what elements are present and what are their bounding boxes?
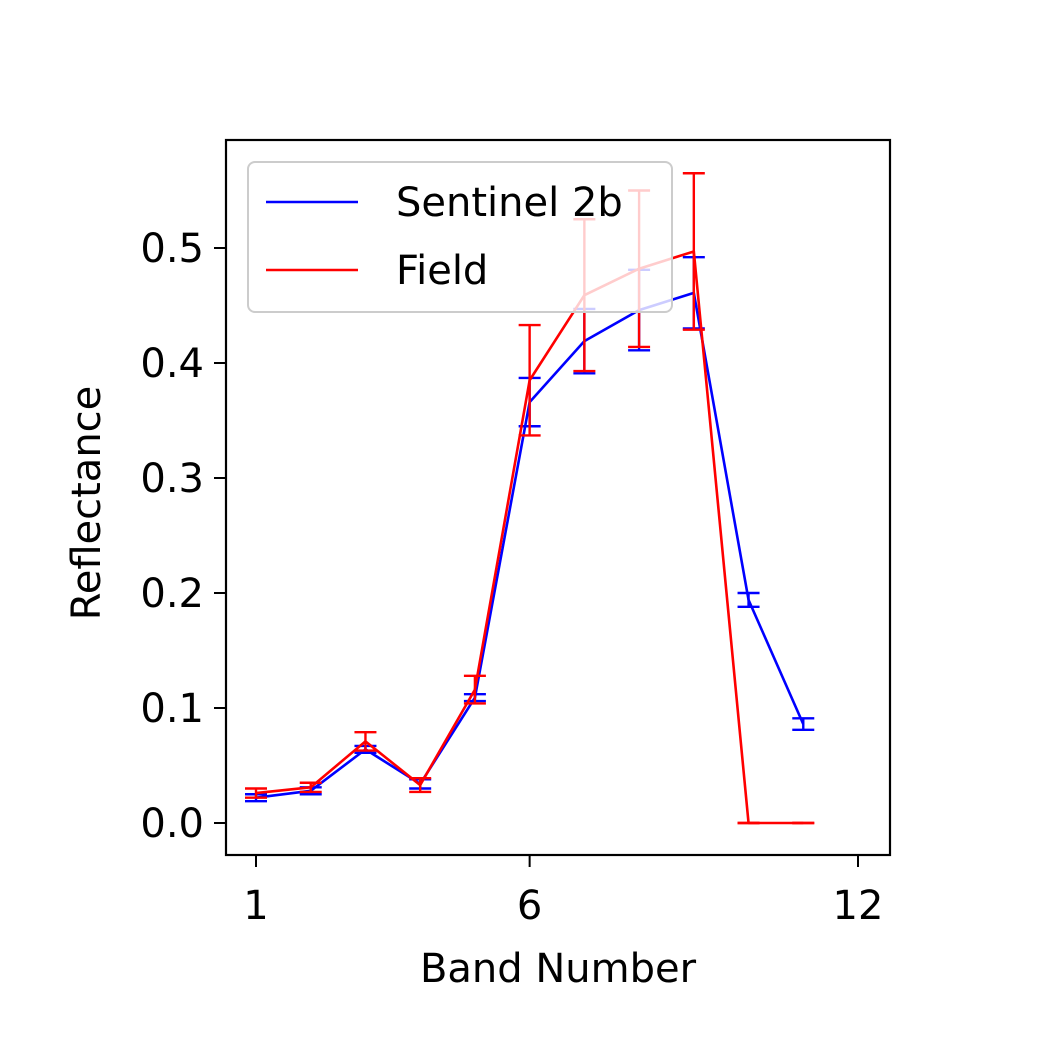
error-bar	[737, 591, 760, 608]
y-axis-label: Reflectance	[64, 386, 110, 621]
axes: 1 6 12 0.0 0.1 0.2 0.3 0.4 0.5	[140, 138, 892, 929]
error-bar	[463, 674, 486, 705]
error-bar	[299, 781, 322, 794]
legend-label: Field	[396, 248, 488, 294]
error-bar	[409, 776, 432, 794]
legend: Sentinel 2b Field	[247, 161, 673, 313]
plot-area	[245, 172, 815, 825]
legend-box	[247, 161, 673, 313]
x-tick-label: 1	[243, 883, 268, 929]
x-tick-label: 12	[833, 883, 884, 929]
x-axis-label: Band Number	[420, 946, 697, 992]
y-tick-label: 0.4	[140, 341, 204, 387]
series-group	[245, 172, 815, 825]
error-bar	[792, 717, 815, 732]
x-tick-label: 6	[517, 883, 542, 929]
error-bar	[354, 730, 377, 752]
plot-frame	[224, 138, 892, 857]
y-tick-label: 0.5	[140, 226, 204, 272]
error-bar	[518, 323, 541, 437]
error-bar	[245, 787, 267, 799]
y-tick-label: 0.1	[140, 686, 204, 732]
legend-label: Sentinel 2b	[396, 180, 623, 226]
y-tick-label: 0.3	[140, 456, 204, 502]
y-tick-label: 0.2	[140, 571, 204, 617]
error-bar	[682, 172, 705, 331]
y-tick-label: 0.0	[140, 801, 204, 847]
